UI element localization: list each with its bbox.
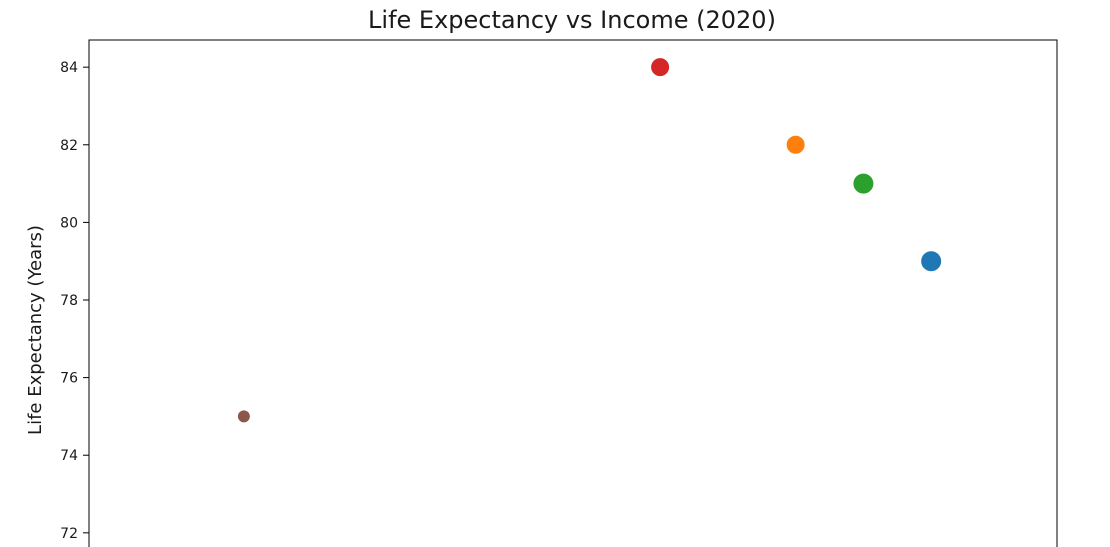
plot-frame bbox=[88, 39, 1058, 547]
scatter-point-5 bbox=[920, 250, 943, 273]
scatter-point-3 bbox=[785, 134, 806, 155]
y-tick-label: 72 bbox=[60, 526, 78, 542]
chart-title: Life Expectancy vs Income (2020) bbox=[368, 6, 776, 34]
y-tick-label: 78 bbox=[60, 293, 78, 309]
y-tick-label: 74 bbox=[60, 448, 78, 464]
scatter-point-2 bbox=[650, 57, 671, 78]
y-axis-ticks: 72 74 76 78 80 82 84 bbox=[60, 60, 89, 542]
scatter-points bbox=[236, 57, 943, 424]
y-tick-label: 82 bbox=[60, 138, 78, 154]
scatter-point-1 bbox=[236, 409, 251, 424]
y-tick-label: 76 bbox=[60, 371, 78, 387]
y-tick-label: 80 bbox=[60, 215, 78, 231]
y-tick-label: 84 bbox=[60, 60, 78, 76]
scatter-point-4 bbox=[852, 172, 875, 195]
y-axis-label: Life Expectancy (Years) bbox=[25, 225, 46, 435]
